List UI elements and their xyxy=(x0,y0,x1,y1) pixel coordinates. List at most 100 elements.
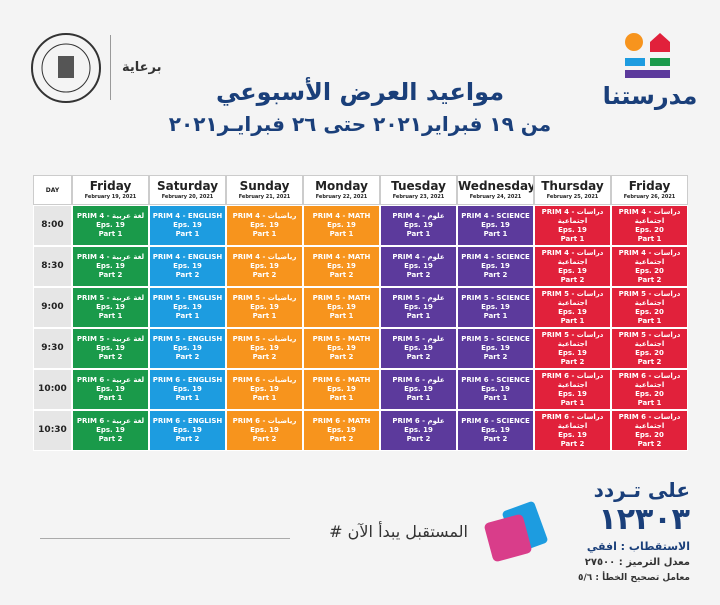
program-cell: PRIM 6 - MATH Eps. 19 Part 1 xyxy=(303,369,380,410)
episode: Eps. 19 xyxy=(250,221,279,229)
episode: Eps. 19 xyxy=(327,303,356,311)
program-subject: PRIM 4 - ENGLISH xyxy=(152,253,223,261)
program-subject: PRIM 4 - MATH xyxy=(312,253,371,261)
program-cell: PRIM 4 - رياضيات Eps. 19 Part 2 xyxy=(226,246,303,287)
program-subject: PRIM 4 - علوم xyxy=(392,253,445,261)
program-cell: PRIM 5 - ENGLISH Eps. 19 Part 1 xyxy=(149,287,226,328)
program-cell: PRIM 4 - دراسات اجتماعية Eps. 20 Part 2 xyxy=(611,246,688,287)
episode: Eps. 20 xyxy=(635,430,664,439)
time-slot: 8:00 xyxy=(33,205,72,246)
episode: Eps. 19 xyxy=(481,221,510,229)
program-subject: PRIM 5 - دراسات اجتماعية xyxy=(618,330,681,348)
episode: Eps. 19 xyxy=(558,430,587,439)
part: Part 1 xyxy=(637,398,662,407)
program-subject: PRIM 5 - دراسات اجتماعية xyxy=(541,330,604,348)
program-subject: PRIM 6 - لغة عربية xyxy=(76,417,145,425)
program-subject: PRIM 4 - لغة عربية xyxy=(76,253,145,261)
program-subject: PRIM 6 - دراسات اجتماعية xyxy=(541,371,604,389)
day-date: February 23, 2021 xyxy=(392,194,445,200)
program-subject: PRIM 6 - دراسات اجتماعية xyxy=(618,412,681,430)
episode: Eps. 19 xyxy=(250,262,279,270)
day-date: February 26, 2021 xyxy=(623,194,676,200)
episode: Eps. 19 xyxy=(250,344,279,352)
part: Part 2 xyxy=(637,275,662,284)
part: Part 1 xyxy=(252,312,277,320)
program-subject: PRIM 5 - رياضيات xyxy=(232,335,297,343)
program-subject: PRIM 6 - ENGLISH xyxy=(152,417,223,425)
program-cell: PRIM 6 - رياضيات Eps. 19 Part 2 xyxy=(226,410,303,451)
episode: Eps. 19 xyxy=(173,426,202,434)
day-name: Monday xyxy=(315,179,368,193)
part: Part 1 xyxy=(175,312,200,320)
part: Part 1 xyxy=(252,394,277,402)
program-subject: PRIM 5 - MATH xyxy=(312,294,371,302)
part: Part 2 xyxy=(98,271,123,279)
program-subject: PRIM 5 - لغة عربية xyxy=(76,294,145,302)
episode: Eps. 19 xyxy=(558,307,587,316)
day-header: Tuesday February 23, 2021 xyxy=(380,175,457,205)
episode: Eps. 19 xyxy=(404,303,433,311)
part: Part 2 xyxy=(329,271,354,279)
part: Part 1 xyxy=(406,312,431,320)
program-subject: PRIM 5 - دراسات اجتماعية xyxy=(541,289,604,307)
part: Part 1 xyxy=(560,234,585,243)
brand-icon xyxy=(625,33,670,78)
program-cell: PRIM 5 - SCIENCE Eps. 19 Part 2 xyxy=(457,328,534,369)
program-cell: PRIM 5 - MATH Eps. 19 Part 2 xyxy=(303,328,380,369)
program-subject: PRIM 5 - MATH xyxy=(312,335,371,343)
program-cell: PRIM 4 - دراسات اجتماعية Eps. 19 Part 2 xyxy=(534,246,611,287)
episode: Eps. 19 xyxy=(558,225,587,234)
part: Part 2 xyxy=(252,271,277,279)
episode: Eps. 20 xyxy=(635,389,664,398)
part: Part 1 xyxy=(560,316,585,325)
episode: Eps. 19 xyxy=(173,303,202,311)
episode: Eps. 19 xyxy=(327,221,356,229)
episode: Eps. 19 xyxy=(481,303,510,311)
episode: Eps. 19 xyxy=(96,344,125,352)
day-header: Wednesday February 24, 2021 xyxy=(457,175,534,205)
program-subject: PRIM 6 - ENGLISH xyxy=(152,376,223,384)
day-header: Sunday February 21, 2021 xyxy=(226,175,303,205)
day-header: Friday February 19, 2021 xyxy=(72,175,149,205)
part: Part 1 xyxy=(252,230,277,238)
divider xyxy=(110,35,111,100)
program-subject: PRIM 4 - رياضيات xyxy=(232,253,297,261)
episode: Eps. 20 xyxy=(635,348,664,357)
program-subject: PRIM 5 - علوم xyxy=(392,335,445,343)
program-subject: PRIM 6 - رياضيات xyxy=(232,376,297,384)
episode: Eps. 19 xyxy=(404,385,433,393)
program-cell: PRIM 5 - دراسات اجتماعية Eps. 20 Part 1 xyxy=(611,287,688,328)
program-cell: PRIM 4 - علوم Eps. 19 Part 1 xyxy=(380,205,457,246)
part: Part 2 xyxy=(560,357,585,366)
episode: Eps. 19 xyxy=(173,344,202,352)
part: Part 1 xyxy=(406,230,431,238)
episode: Eps. 20 xyxy=(635,266,664,275)
part: Part 2 xyxy=(98,435,123,443)
program-cell: PRIM 4 - لغة عربية Eps. 19 Part 1 xyxy=(72,205,149,246)
episode: Eps. 19 xyxy=(250,426,279,434)
program-subject: PRIM 6 - MATH xyxy=(312,376,371,384)
part: Part 2 xyxy=(252,353,277,361)
program-cell: PRIM 6 - رياضيات Eps. 19 Part 1 xyxy=(226,369,303,410)
program-cell: PRIM 5 - دراسات اجتماعية Eps. 20 Part 2 xyxy=(611,328,688,369)
symbol-rate: معدل الترميز : ٢٧٥٠٠ xyxy=(584,557,690,568)
time-slot: 10:00 xyxy=(33,369,72,410)
program-subject: PRIM 4 - دراسات اجتماعية xyxy=(541,207,604,225)
day-date: February 25, 2021 xyxy=(546,194,599,200)
day-name: Thursday xyxy=(541,179,604,193)
program-cell: PRIM 4 - SCIENCE Eps. 19 Part 2 xyxy=(457,246,534,287)
program-cell: PRIM 5 - MATH Eps. 19 Part 1 xyxy=(303,287,380,328)
part: Part 2 xyxy=(175,435,200,443)
book-icon xyxy=(484,501,548,562)
program-cell: PRIM 5 - علوم Eps. 19 Part 2 xyxy=(380,328,457,369)
program-cell: PRIM 6 - علوم Eps. 19 Part 1 xyxy=(380,369,457,410)
part: Part 2 xyxy=(175,353,200,361)
title: مواعيد العرض الأسبوعي xyxy=(215,78,505,106)
program-cell: PRIM 4 - ENGLISH Eps. 19 Part 1 xyxy=(149,205,226,246)
program-cell: PRIM 6 - علوم Eps. 19 Part 2 xyxy=(380,410,457,451)
episode: Eps. 19 xyxy=(558,348,587,357)
program-subject: PRIM 5 - ENGLISH xyxy=(152,294,223,302)
part: Part 2 xyxy=(329,435,354,443)
part: Part 1 xyxy=(329,394,354,402)
